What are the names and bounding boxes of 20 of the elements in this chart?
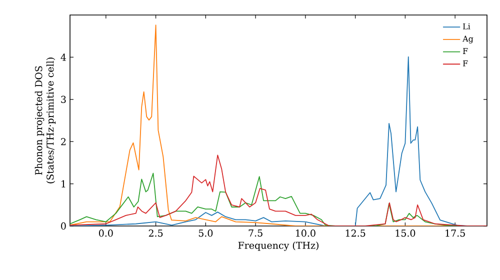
x-tick-label: 2.5 [148,230,163,237]
x-tick-label: 0.0 [98,230,113,237]
legend-label: Ag [462,36,474,44]
x-tick-label: 10.0 [296,230,316,237]
y-tick-label: 4 [60,54,66,61]
x-tick-label: 7.5 [248,230,262,237]
x-tick-label: 15.0 [396,230,416,237]
y-tick-label: 2 [61,138,66,146]
line-series [70,154,487,226]
legend-label: F [462,48,468,54]
x-axis-title: Frequency (THz) [238,242,318,251]
y-tick-label: 3 [61,96,66,103]
y-tick-label: 1 [62,180,66,188]
x-tick-label: 5.0 [198,230,213,237]
y-tick-label: 0 [61,222,66,230]
legend-label: Li [462,23,470,30]
y-axis-title: Phonon projected DOS (States/THz·primitive cell) [34,58,56,184]
x-tick-label: 17.5 [446,230,465,237]
legend-label: F [462,60,468,66]
x-tick-label: 12.5 [346,230,366,237]
